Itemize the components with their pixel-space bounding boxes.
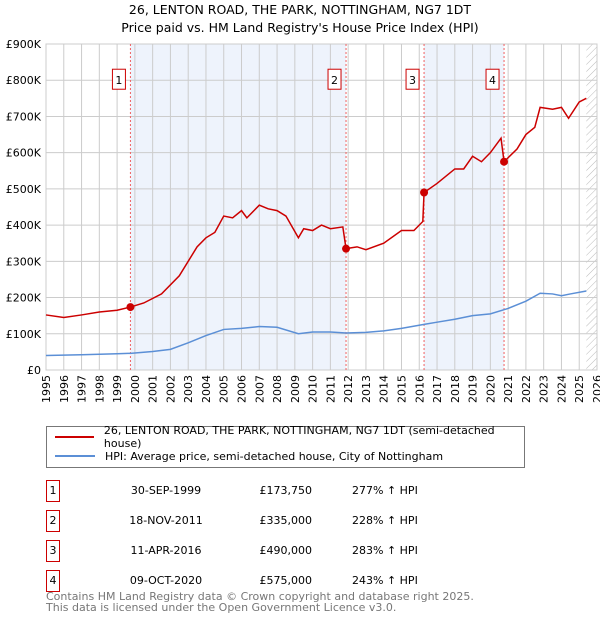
x-tick-label: 2020 <box>484 375 497 403</box>
sale-number: 1 <box>46 480 60 502</box>
x-tick-label: 2008 <box>271 375 284 403</box>
sale-marker-label: 2 <box>331 74 338 87</box>
hpi-line <box>45 290 587 357</box>
sale-point <box>342 244 351 253</box>
sale-marker-label: 1 <box>115 74 122 87</box>
sale-price: £173,750 <box>259 484 313 497</box>
legend-swatch <box>55 436 94 438</box>
sale-marker-label: 3 <box>409 74 416 87</box>
sale-marker-box <box>327 68 342 90</box>
x-tick-label: 1999 <box>111 375 124 403</box>
x-tick-label: 2002 <box>164 375 177 403</box>
x-tick-label: 2013 <box>360 375 373 403</box>
forecast-hatch <box>586 44 597 370</box>
y-tick-label: £600K <box>6 147 42 160</box>
sale-price: £335,000 <box>259 514 313 527</box>
x-tick-label: 2007 <box>253 375 266 403</box>
sale-hpi: 243% ↑ HPI <box>352 574 418 587</box>
sale-number: 3 <box>46 540 60 562</box>
chart-subtitle: Price paid vs. HM Land Registry's House … <box>121 20 479 35</box>
sale-point <box>420 188 429 197</box>
sale-marker-box <box>405 68 420 90</box>
x-tick-label: 2018 <box>449 375 462 403</box>
sale-price: £575,000 <box>259 574 313 587</box>
x-tick-label: 1995 <box>40 375 53 403</box>
y-tick-label: £500K <box>6 183 42 196</box>
sale-hpi: 283% ↑ HPI <box>352 544 418 557</box>
y-tick-label: £800K <box>6 74 42 87</box>
sale-date: 09-OCT-2020 <box>129 574 203 587</box>
x-tick-label: 2009 <box>289 375 302 403</box>
x-tick-label: 2016 <box>413 375 426 403</box>
x-tick-label: 2011 <box>324 375 337 403</box>
x-tick-label: 2019 <box>467 375 480 403</box>
x-tick-label: 1996 <box>58 375 71 403</box>
sale-number: 2 <box>46 510 60 532</box>
sale-marker-box <box>111 68 126 90</box>
x-tick-label: 2003 <box>182 375 195 403</box>
y-tick-label: £200K <box>6 292 42 305</box>
chart-title: 26, LENTON ROAD, THE PARK, NOTTINGHAM, N… <box>128 2 472 17</box>
x-tick-label: 2000 <box>129 375 142 403</box>
x-tick-label: 2015 <box>395 375 408 403</box>
legend-label: HPI: Average price, semi-detached house,… <box>105 449 444 463</box>
y-tick-label: £900K <box>6 38 42 51</box>
x-tick-label: 2022 <box>520 375 533 403</box>
sale-date: 18-NOV-2011 <box>129 514 203 527</box>
x-tick-label: 2012 <box>342 375 355 403</box>
footer-copyright: Contains HM Land Registry data © Crown c… <box>46 590 474 603</box>
y-tick-label: £100K <box>6 328 42 341</box>
legend-item-hpi: HPI: Average price, semi-detached house,… <box>55 446 443 466</box>
sale-date: 11-APR-2016 <box>130 544 202 557</box>
sale-marker-label: 4 <box>489 74 496 87</box>
x-tick-label: 2021 <box>502 375 515 403</box>
legend-item-property: 26, LENTON ROAD, THE PARK, NOTTINGHAM, N… <box>55 424 524 450</box>
legend: 26, LENTON ROAD, THE PARK, NOTTINGHAM, N… <box>46 424 525 468</box>
y-tick-label: £400K <box>6 219 42 232</box>
sale-point <box>126 303 135 312</box>
sale-marker-box <box>485 68 500 90</box>
x-tick-label: 2014 <box>378 375 391 403</box>
plot-border <box>45 43 598 371</box>
x-tick-label: 1997 <box>76 375 89 403</box>
shaded-region <box>130 44 347 370</box>
x-tick-label: 2001 <box>147 375 160 403</box>
y-tick-label: £700K <box>6 110 42 123</box>
y-tick-label: £0 <box>27 364 41 377</box>
sale-price: £490,000 <box>259 544 313 557</box>
x-tick-label: 2006 <box>236 375 249 403</box>
legend-swatch <box>55 455 95 457</box>
sale-point <box>500 157 509 166</box>
sale-hpi: 228% ↑ HPI <box>352 514 418 527</box>
footer-licence: This data is licensed under the Open Gov… <box>46 601 397 614</box>
sale-hpi: 277% ↑ HPI <box>352 484 418 497</box>
x-tick-label: 2026 <box>591 375 600 403</box>
sale-number: 4 <box>46 570 60 592</box>
price-chart: 1995 1996 1997 1998 1999 2000 2001 2002 2003 2004… <box>6 38 600 403</box>
x-tick-label: 1998 <box>93 375 106 403</box>
x-tick-label: 2010 <box>307 375 320 403</box>
y-tick-label: £300K <box>6 255 42 268</box>
x-tick-label: 2004 <box>200 375 213 403</box>
shaded-region <box>424 44 505 370</box>
property-price-line <box>45 97 587 319</box>
x-tick-label: 2017 <box>431 375 444 403</box>
x-tick-label: 2005 <box>218 375 231 403</box>
x-tick-label: 2023 <box>538 375 551 403</box>
legend-label: 26, LENTON ROAD, THE PARK, NOTTINGHAM, N… <box>103 424 495 450</box>
x-tick-label: 2024 <box>555 375 568 403</box>
sale-date: 30-SEP-1999 <box>130 484 202 497</box>
x-tick-label: 2025 <box>573 375 586 403</box>
